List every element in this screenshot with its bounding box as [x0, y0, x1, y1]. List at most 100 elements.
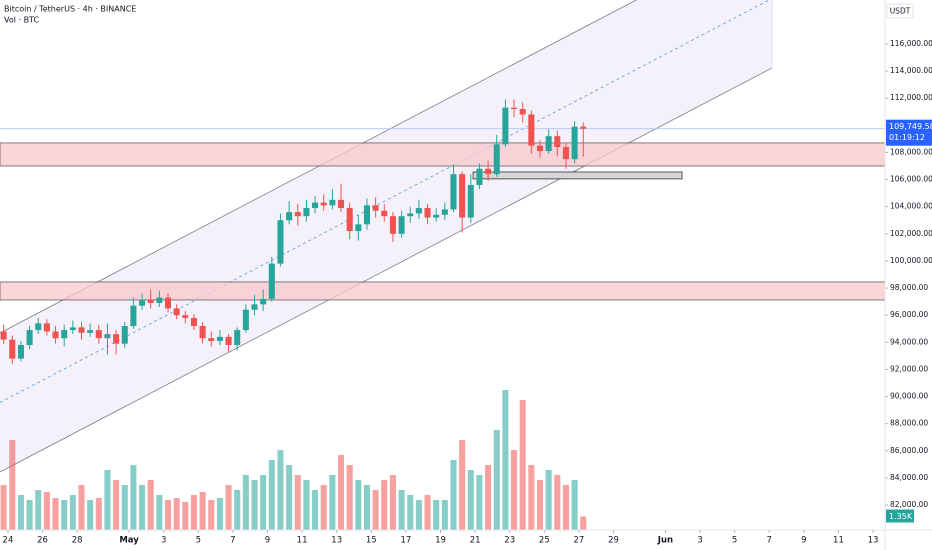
channel-fill [0, 0, 773, 472]
volume-bar [459, 440, 466, 530]
volume-bar [467, 470, 474, 530]
volume-bar [346, 465, 353, 530]
volume-bar [450, 460, 457, 530]
volume-bar [182, 502, 189, 530]
candle-body [459, 174, 466, 218]
candle-body [26, 330, 33, 346]
candle-body [216, 336, 223, 341]
candle-body [424, 208, 431, 218]
candle-body [9, 339, 16, 359]
candle-body [225, 336, 232, 346]
volume-bar [363, 485, 371, 530]
volume-bar [9, 440, 16, 530]
x-tick-label: 25 [539, 536, 550, 546]
candle-body [320, 202, 327, 206]
y-tick-label: 114,000.00 [890, 66, 932, 75]
x-tick-label: 24 [3, 536, 14, 546]
volume-label-box [886, 509, 914, 523]
y-tick-label: 102,000.00 [890, 229, 932, 238]
volume-bar [61, 500, 68, 530]
volume-bar [519, 400, 526, 530]
volume-bar [277, 450, 284, 530]
volume-bar [225, 485, 232, 530]
y-tick-label: 84,000.00 [890, 473, 928, 482]
volume-bar [562, 485, 569, 530]
candle-body [113, 334, 120, 344]
x-tick-label: 7 [767, 536, 772, 546]
volume-bar [139, 485, 146, 530]
x-tick-label: 13 [331, 536, 342, 546]
x-tick-label: 19 [435, 536, 446, 546]
candle-body [476, 168, 483, 185]
volume-bar [355, 480, 362, 530]
x-tick-label: 28 [72, 536, 83, 546]
x-tick-label: 3 [161, 536, 166, 546]
volume-bar [389, 475, 396, 530]
candle-body [208, 338, 215, 341]
candle-body [104, 334, 111, 339]
volume-bar [87, 500, 94, 530]
candle-body [372, 205, 379, 211]
zone [0, 142, 885, 167]
candle-body [545, 136, 552, 152]
currency-box[interactable] [886, 3, 914, 19]
volume-bar [26, 500, 33, 530]
y-tick-label: 106,000.00 [890, 175, 932, 184]
candle-body [17, 345, 24, 359]
x-tick-label: 5 [732, 536, 737, 546]
y-tick-label: 108,000.00 [890, 147, 932, 156]
candle-body [121, 326, 128, 344]
candle-body [277, 220, 284, 264]
y-tick-label: 90,000.00 [890, 392, 928, 401]
candle-body [389, 216, 396, 234]
volume-bar [493, 430, 500, 530]
candle-body [268, 263, 275, 299]
candle-body [580, 126, 587, 129]
volume-bar [571, 480, 578, 530]
volume-bar [268, 460, 275, 530]
volume-bar [485, 465, 492, 530]
candle-body [355, 224, 362, 232]
channel-lower [0, 67, 773, 473]
candle-body [441, 209, 448, 215]
candle-body [511, 107, 518, 110]
candle-body [294, 212, 301, 217]
candle-body [485, 168, 492, 175]
y-tick-label: 116,000.00 [890, 39, 932, 48]
volume-bar [147, 480, 154, 530]
candle-body [69, 327, 76, 331]
volume-bar [242, 475, 249, 530]
volume-bar [407, 495, 414, 530]
candle-body [43, 323, 50, 332]
volume-bar [17, 495, 24, 530]
candle-body [337, 199, 345, 209]
candle-body [95, 330, 102, 339]
volume-bar [113, 480, 120, 530]
volume-bar [329, 475, 336, 530]
support-box [472, 171, 683, 180]
volume-bar [104, 470, 111, 530]
volume-bar [312, 490, 319, 530]
candle-body [415, 208, 422, 214]
y-tick-label: 98,000.00 [890, 283, 928, 292]
candle-body [450, 174, 457, 210]
volume-bar [78, 485, 85, 530]
y-tick-label: 112,000.00 [890, 93, 932, 102]
candle-body [493, 144, 500, 175]
candle-body [312, 202, 319, 209]
x-tick-label: 23 [504, 536, 515, 546]
volume-bar [208, 500, 215, 530]
volume-bar [156, 495, 163, 530]
candle-body [346, 208, 353, 232]
volume-bar [121, 485, 128, 530]
candle-body [433, 214, 440, 218]
candle-body [398, 216, 405, 234]
candle-body [554, 136, 561, 148]
y-tick-label: 94,000.00 [890, 337, 928, 346]
candle-body [52, 331, 59, 339]
candle-body [156, 297, 163, 303]
candle-body [260, 298, 267, 305]
x-tick-label: 13 [868, 536, 879, 546]
y-tick-label: 92,000.00 [890, 364, 928, 373]
x-tick-label: May [119, 536, 139, 546]
